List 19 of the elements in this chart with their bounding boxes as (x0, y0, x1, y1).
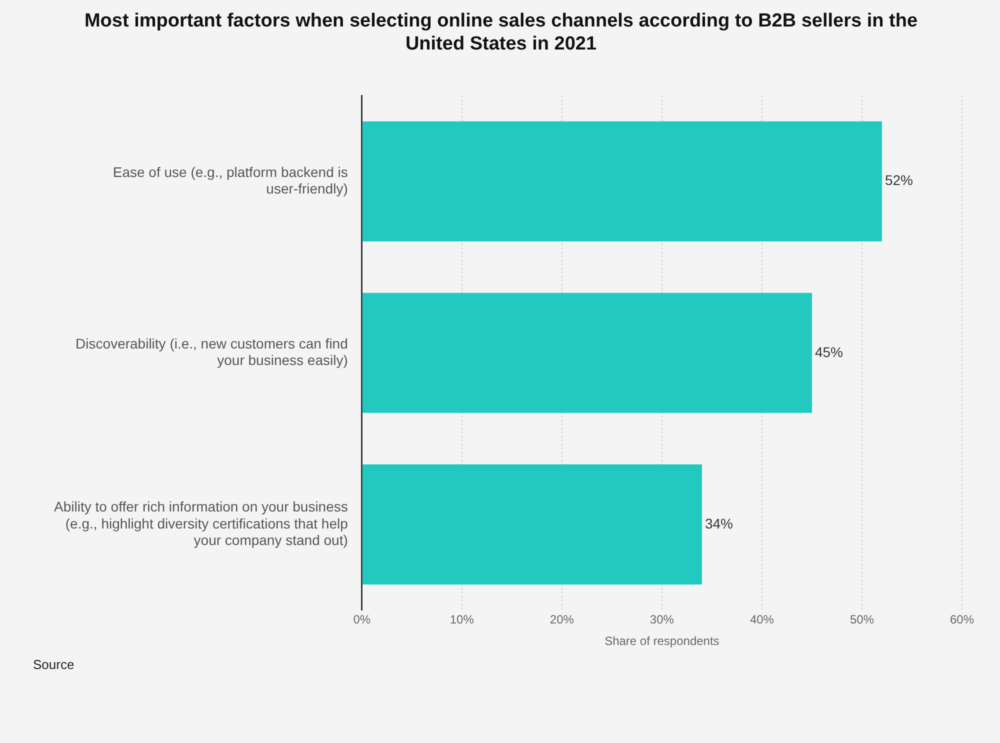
y-tick-label: Ease of use (e.g., platform backend is user-friendly) (112, 164, 348, 197)
x-tick-label: 0% (353, 612, 371, 627)
data-label: 45% (814, 344, 843, 360)
bar (362, 121, 882, 242)
data-label: 52% (884, 172, 914, 188)
y-tick-label: Ability to offer rich information on your business (e.g., highlight diversity certifications that help your company stand out) (54, 498, 348, 548)
x-tick-label: 10% (450, 612, 474, 627)
bar (362, 464, 702, 584)
x-tick-label: 20% (550, 612, 574, 627)
data-label: 34% (704, 515, 733, 532)
bar (362, 292, 812, 413)
x-tick-label: 40% (750, 612, 774, 627)
chart-title: Most important factors when selecting online sales channels according to B2B sellers in the United States in 2021 (84, 10, 918, 54)
x-axis-title: Share of respondents (604, 634, 720, 648)
x-tick-label: 60% (950, 612, 974, 627)
x-tick-label: 50% (850, 612, 874, 627)
y-tick-label: Discoverability (i.e., new customers can find your business easily) (76, 335, 348, 368)
x-tick-label: 30% (650, 612, 674, 627)
text: Source (33, 657, 74, 672)
